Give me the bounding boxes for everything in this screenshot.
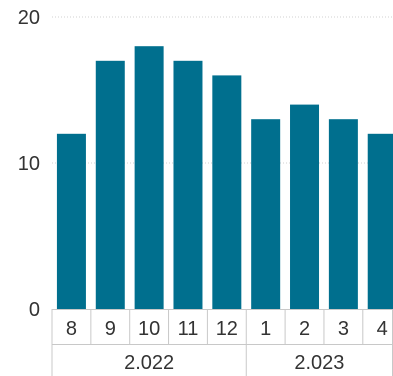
bars [56, 46, 393, 310]
x-tick-label: 4 [377, 318, 388, 340]
x-tick-label: 11 [178, 318, 199, 340]
bar [367, 133, 393, 309]
x-tick-label: 12 [216, 318, 238, 340]
x-tick-label: 1 [260, 318, 271, 340]
year-groups: 2.022 2.023 [51, 344, 393, 376]
x-tick-label: 9 [105, 318, 116, 340]
y-tick-label: 20 [18, 7, 40, 29]
y-tick-label: 10 [18, 153, 40, 175]
bar [56, 133, 86, 309]
y-tick-label: 0 [29, 299, 40, 321]
bar [212, 75, 242, 310]
year-group-label: 2.022 [124, 352, 174, 374]
bar [134, 46, 164, 309]
x-tick-label: 8 [66, 318, 77, 340]
bar [173, 60, 203, 309]
x-tick-label: 2 [299, 318, 310, 340]
bar [95, 60, 125, 309]
x-tick-label: 10 [138, 318, 160, 340]
bar [328, 119, 358, 309]
x-tick-label: 3 [338, 318, 349, 340]
bar [290, 104, 320, 309]
year-group-label: 2.023 [294, 352, 344, 374]
x-axis: 8 9 10 11 12 1 2 3 4 [51, 309, 393, 344]
y-axis: 0 10 20 [18, 7, 40, 321]
bar [251, 119, 281, 309]
